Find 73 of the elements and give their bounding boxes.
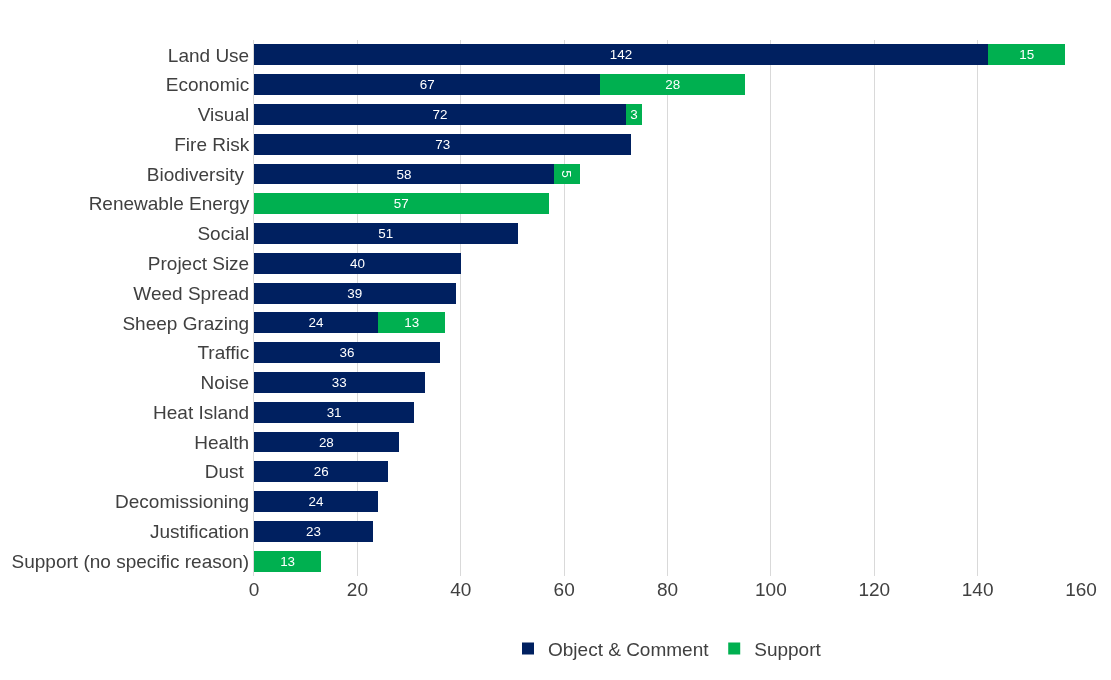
x-tick-label: 40 — [450, 579, 472, 600]
bar — [254, 133, 632, 155]
data-label: 5 — [559, 170, 575, 178]
data-label: 40 — [349, 255, 365, 271]
data-label: 72 — [432, 107, 448, 123]
bar — [254, 282, 456, 304]
bar — [378, 312, 446, 334]
bar — [254, 431, 399, 453]
bar — [254, 223, 518, 244]
y-tick-label: Noise — [200, 372, 250, 394]
x-tick-label: 60 — [553, 579, 575, 600]
y-tick-label: Sheep Grazing — [122, 312, 250, 334]
data-label: 24 — [308, 315, 324, 331]
y-tick-label: Project Size — [147, 252, 250, 274]
data-label: 13 — [404, 315, 420, 331]
data-label: 57 — [393, 196, 409, 212]
y-tick-label: Renewable Energy — [88, 193, 250, 215]
y-tick-label: Weed Spread — [133, 282, 250, 304]
x-tick-label: 20 — [346, 579, 368, 600]
y-tick-label: Justification — [149, 520, 250, 542]
bar — [254, 312, 379, 334]
x-tick-label: 0 — [248, 579, 260, 600]
y-tick-label: Health — [194, 431, 250, 453]
data-label: 3 — [630, 107, 638, 123]
bar — [254, 163, 554, 185]
x-tick-label: 160 — [1065, 579, 1097, 600]
bar — [254, 520, 373, 542]
data-label: 15 — [1019, 47, 1035, 63]
legend-label: Object & Comment — [548, 638, 710, 660]
y-tick-label: Social — [197, 223, 250, 245]
bar — [254, 372, 425, 393]
y-tick-label: Economic — [165, 74, 250, 96]
data-label: 28 — [318, 434, 334, 450]
bar — [254, 74, 601, 96]
y-tick-label: Support (no specific reason) — [11, 550, 250, 572]
data-label: 142 — [609, 47, 633, 63]
y-tick-label: Visual — [197, 104, 250, 126]
x-tick-label: 140 — [961, 579, 994, 600]
bar — [254, 44, 988, 66]
bar — [254, 342, 441, 364]
y-tick-label: Heat Island — [153, 401, 250, 423]
x-tick-label: 100 — [755, 579, 787, 600]
data-label: 51 — [378, 226, 394, 242]
bar — [254, 401, 415, 423]
bar — [254, 491, 379, 512]
data-label: 36 — [339, 345, 355, 361]
y-tick-label: Dust — [204, 461, 250, 483]
y-tick-label: Fire Risk — [174, 133, 250, 155]
bar — [254, 550, 322, 572]
bar — [987, 44, 1066, 66]
y-tick-label: Decomissioning — [115, 491, 250, 513]
data-label: 39 — [347, 285, 363, 301]
legend-label: Support — [754, 638, 822, 660]
bar — [254, 193, 549, 215]
x-tick-label: 120 — [858, 579, 891, 600]
bar — [254, 252, 461, 274]
data-label: 58 — [396, 166, 412, 182]
data-label: 31 — [326, 404, 342, 420]
data-label: 13 — [280, 553, 296, 569]
data-label: 23 — [305, 523, 321, 539]
y-tick-label: Land Use — [167, 44, 250, 66]
y-tick-label: Biodiversity — [146, 163, 250, 185]
bar — [600, 74, 746, 96]
data-label: 24 — [308, 494, 324, 510]
data-label: 33 — [331, 375, 347, 391]
data-label: 28 — [665, 77, 681, 93]
data-label: 26 — [313, 464, 329, 480]
data-label: 67 — [419, 77, 435, 93]
data-label: 73 — [435, 136, 451, 152]
y-tick-label: Traffic — [197, 342, 250, 364]
bar — [254, 461, 389, 483]
x-tick-label: 80 — [656, 579, 679, 600]
bar — [254, 104, 627, 125]
